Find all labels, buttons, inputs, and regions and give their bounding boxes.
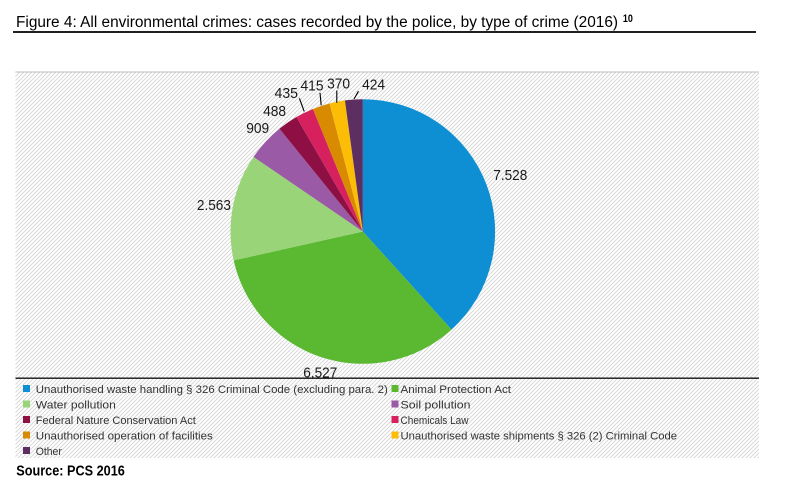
svg-text:909: 909	[246, 120, 269, 137]
svg-text:10: 10	[623, 13, 633, 25]
svg-text:Water pollution: Water pollution	[36, 399, 116, 411]
svg-text:Source: PCS 2016: Source: PCS 2016	[16, 463, 125, 479]
svg-text:424: 424	[362, 77, 385, 94]
svg-text:370: 370	[327, 75, 350, 92]
svg-text:Soil pollution: Soil pollution	[401, 399, 471, 411]
svg-text:Figure 4: All environmental cr: Figure 4: All environmental crimes: case…	[16, 14, 618, 31]
svg-text:Other: Other	[36, 446, 62, 458]
svg-text:Chemicals Law: Chemicals Law	[401, 415, 469, 427]
svg-text:Unauthorised waste handling §: Unauthorised waste handling § 326 Crimin…	[36, 384, 388, 396]
svg-text:2.563: 2.563	[197, 197, 231, 214]
svg-text:Unauthorised waste shipments §: Unauthorised waste shipments § 326 (2) C…	[401, 430, 678, 442]
svg-text:Animal Protection Act: Animal Protection Act	[401, 384, 512, 396]
svg-text:Federal Nature Conservation Ac: Federal Nature Conservation Act	[36, 415, 196, 427]
svg-text:6.527: 6.527	[303, 364, 337, 381]
svg-text:Unauthorised operation of faci: Unauthorised operation of facilities	[36, 430, 213, 442]
svg-text:415: 415	[301, 78, 324, 95]
svg-text:7.528: 7.528	[493, 167, 527, 184]
svg-text:435: 435	[275, 85, 299, 102]
svg-text:488: 488	[263, 103, 286, 120]
